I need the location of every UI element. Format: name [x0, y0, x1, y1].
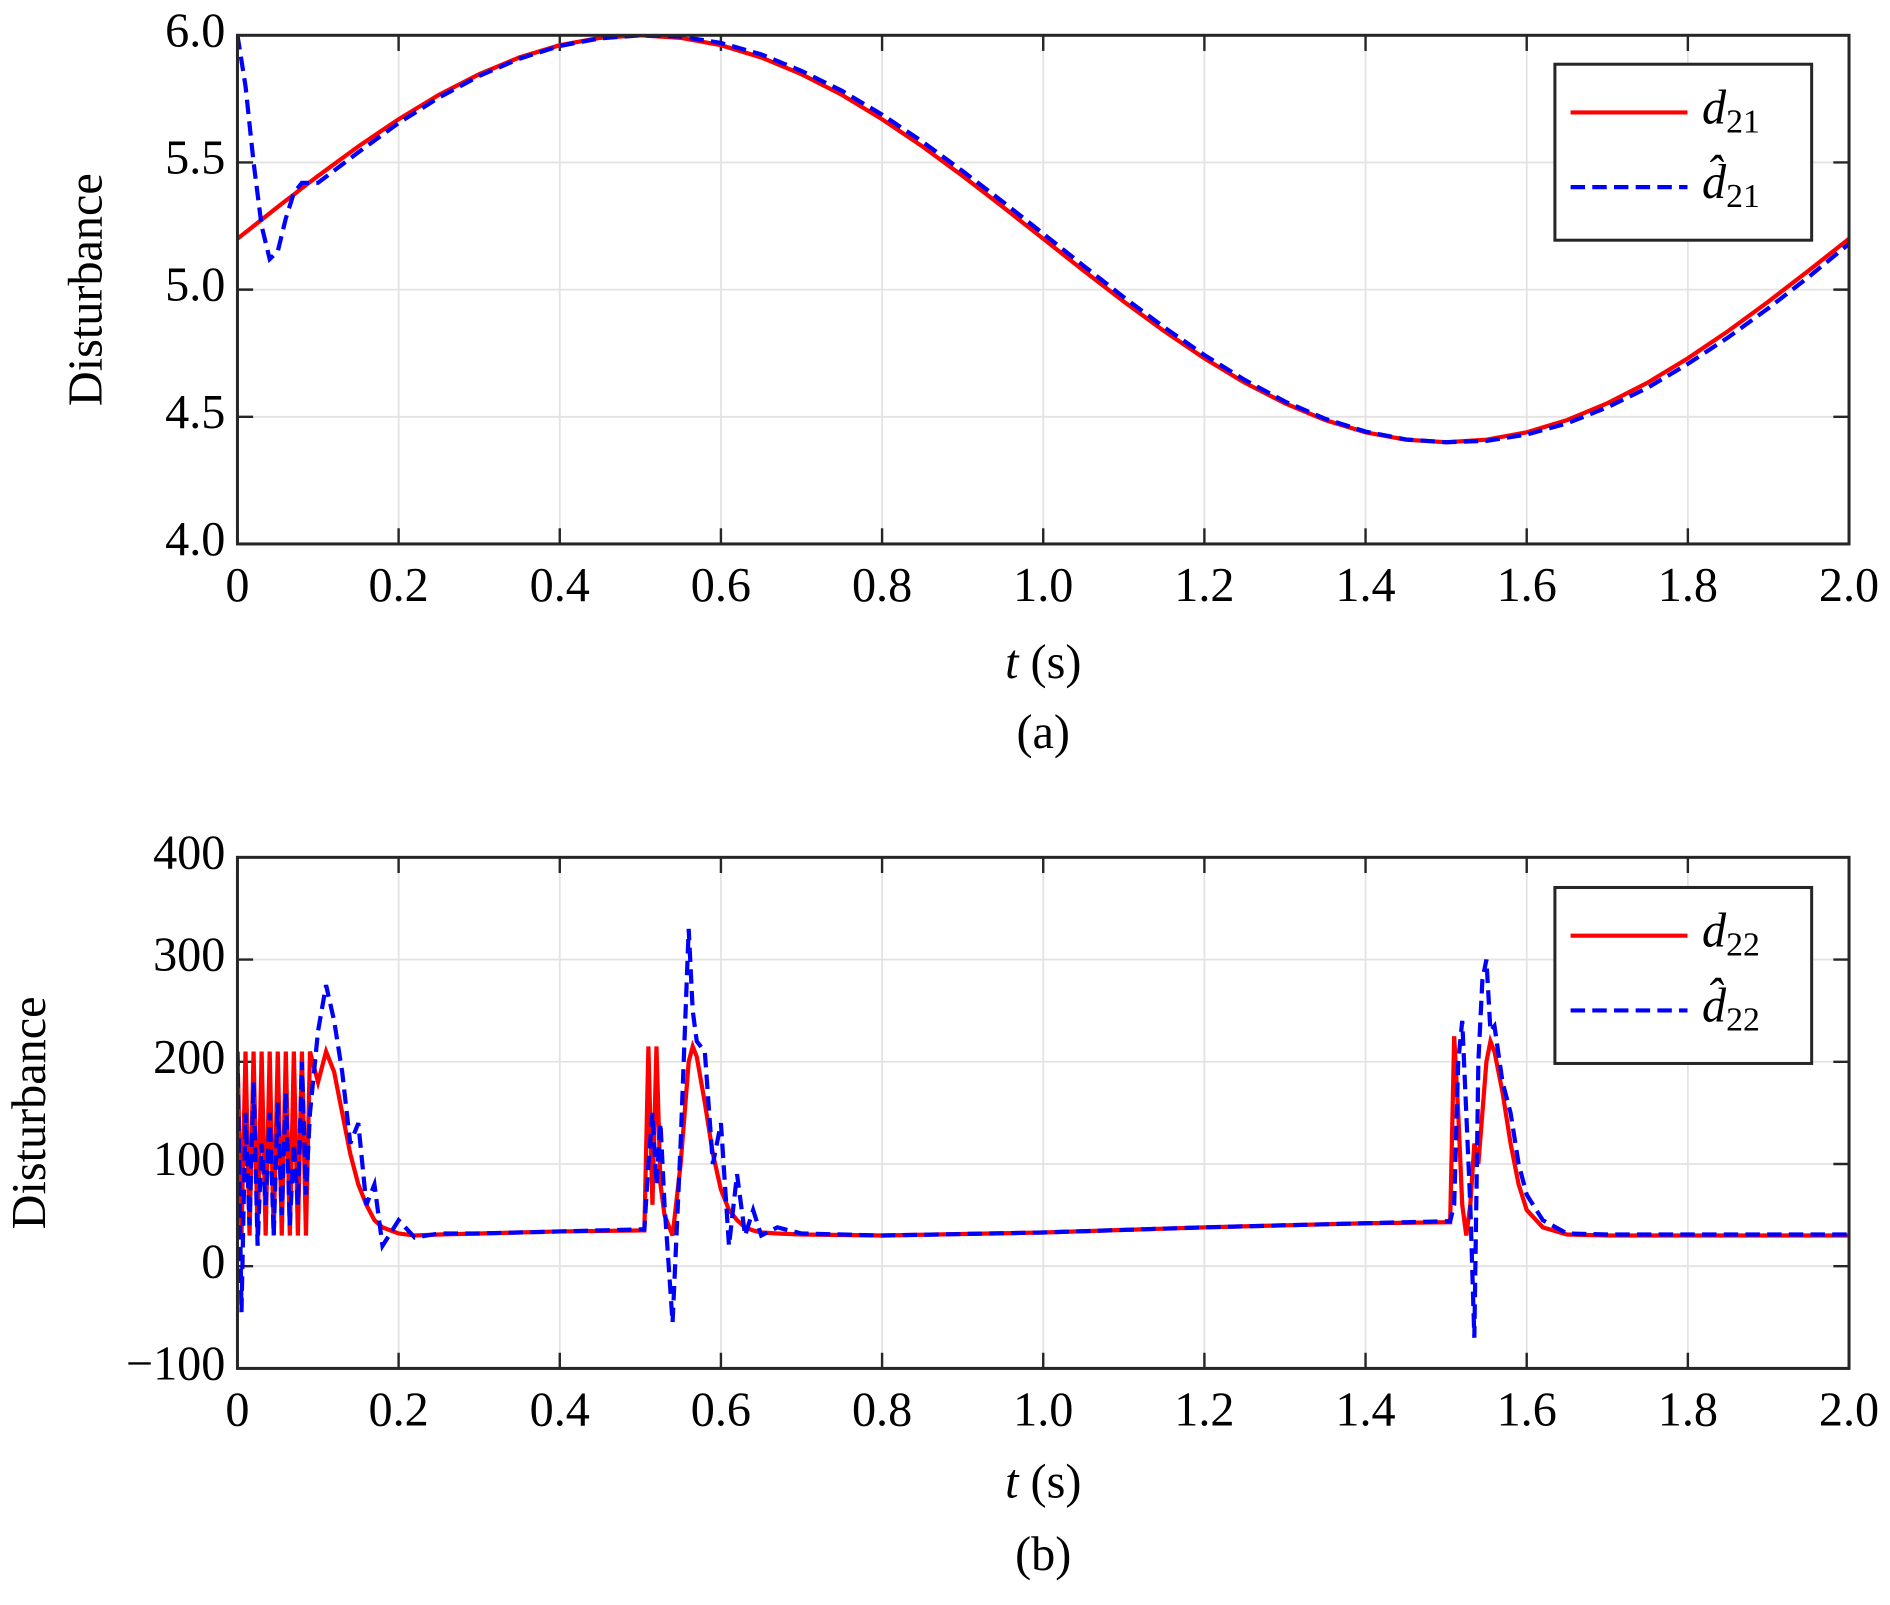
x-tick-label: 0.4: [530, 559, 590, 612]
x-tick-label: 1.8: [1658, 559, 1718, 612]
x-tick-label: 0.2: [368, 1383, 428, 1436]
axes-frame: [235, 855, 1851, 1370]
caption: (b): [1015, 1528, 1071, 1581]
x-tick-label: 1.2: [1174, 559, 1234, 612]
caption: (a): [1016, 706, 1070, 759]
y-axis-label: Disturbance: [59, 173, 112, 406]
x-axis-label: t (s): [1005, 1456, 1081, 1509]
x-tick-label: 1.0: [1013, 559, 1073, 612]
x-tick-label: 0.6: [691, 559, 751, 612]
x-axis-label: t (s): [1005, 636, 1081, 689]
x-tick-label: 1.6: [1497, 559, 1557, 612]
y-axis-label: Disturbance: [3, 996, 56, 1229]
y-tick-label: 5.5: [165, 132, 225, 185]
y-tick-label: 4.0: [165, 513, 225, 566]
x-tick-label: 0.2: [368, 559, 428, 612]
x-tick-label: 1.4: [1335, 1383, 1395, 1436]
x-tick-label: 0: [225, 1383, 249, 1436]
x-tick-label: 2.0: [1819, 1383, 1879, 1436]
x-tick-label: 1.0: [1013, 1383, 1073, 1436]
legend: d22 d̂22: [1553, 885, 1814, 1065]
data-line: [237, 928, 1850, 1338]
legend-label: d̂21: [1702, 153, 1760, 215]
y-tick-label: −100: [126, 1337, 225, 1390]
data-line: [237, 35, 1850, 445]
y-tick-label: 0: [201, 1235, 225, 1288]
x-tick-label: 0.8: [852, 559, 912, 612]
legend-box: [1553, 62, 1814, 242]
x-tick-label: 1.4: [1335, 559, 1395, 612]
y-tick-label: 200: [153, 1031, 225, 1084]
y-tick-label: 100: [153, 1133, 225, 1186]
x-tick-label: 0.4: [530, 1383, 590, 1436]
y-tick-label: 6.0: [165, 4, 225, 57]
legend-label: d21: [1702, 81, 1760, 140]
legend: d21 d̂21: [1553, 62, 1814, 242]
legend-label: d22: [1702, 905, 1760, 964]
x-tick-label: 2.0: [1819, 559, 1879, 612]
y-tick-label: 4.5: [165, 386, 225, 439]
y-tick-label: 300: [153, 929, 225, 982]
axes-frame: [235, 33, 1851, 546]
y-tick-label: 5.0: [165, 259, 225, 312]
x-tick-label: 1.8: [1658, 1383, 1718, 1436]
x-tick-label: 1.6: [1497, 1383, 1557, 1436]
legend-label: d̂22: [1702, 977, 1760, 1039]
data-line: [237, 35, 1850, 445]
x-tick-label: 0.6: [691, 1383, 751, 1436]
x-tick-label: 0.8: [852, 1383, 912, 1436]
x-tick-label: 1.2: [1174, 1383, 1234, 1436]
legend-box: [1553, 885, 1814, 1065]
x-tick-label: 0: [225, 559, 249, 612]
y-tick-label: 400: [153, 826, 225, 879]
